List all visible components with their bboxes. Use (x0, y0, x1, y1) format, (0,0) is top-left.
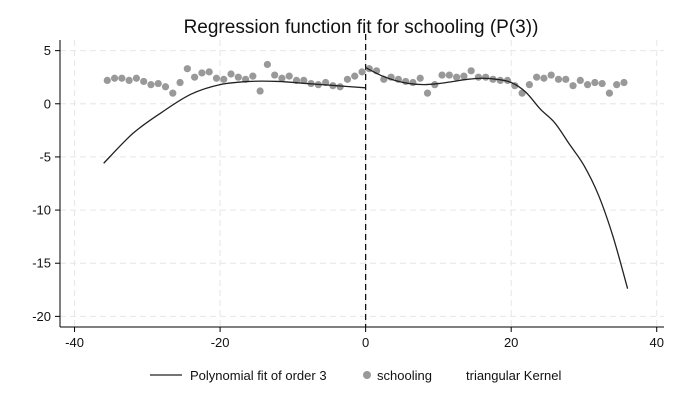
schooling-point (176, 78, 184, 87)
schooling-point (103, 76, 111, 84)
schooling-point (453, 73, 461, 81)
y-tick-label: 0 (44, 96, 51, 111)
schooling-point (300, 76, 308, 84)
schooling-point (605, 89, 614, 97)
schooling-point (562, 75, 570, 83)
polynomial-fit-line (365, 67, 629, 289)
schooling-point (525, 81, 533, 89)
legend-marker-symbol (363, 371, 371, 379)
legend-label-triangular-kernel: triangular Kernel (466, 368, 561, 383)
schooling-point (285, 72, 293, 80)
schooling-point (278, 74, 286, 82)
grid-lines (60, 40, 664, 327)
schooling-point (518, 89, 526, 97)
schooling-point (351, 72, 359, 80)
y-tick-label: -10 (32, 203, 51, 218)
x-tick-label: 20 (504, 335, 518, 350)
schooling-point (569, 82, 577, 90)
schooling-point (438, 71, 446, 79)
schooling-point (132, 74, 141, 82)
schooling-point (460, 72, 468, 80)
schooling-point (482, 73, 490, 81)
schooling-point (474, 73, 483, 81)
schooling-point (161, 83, 170, 91)
schooling-point (416, 74, 424, 82)
schooling-point (620, 78, 628, 87)
schooling-point (220, 75, 228, 83)
schooling-point (583, 81, 592, 89)
schooling-point (212, 74, 221, 82)
schooling-point (336, 83, 344, 91)
schooling-point (445, 71, 453, 79)
schooling-point (271, 71, 279, 79)
schooling-point (198, 69, 206, 77)
polynomial-fit-line (103, 80, 366, 164)
legend-label-schooling: schooling (377, 368, 432, 383)
schooling-point (118, 74, 126, 82)
schooling-point (110, 74, 119, 82)
y-tick-label: -5 (39, 149, 51, 164)
x-tick-label: -40 (65, 335, 84, 350)
schooling-point (540, 74, 548, 82)
x-tick-label: 0 (362, 335, 369, 350)
schooling-point (423, 89, 432, 97)
schooling-point (263, 60, 271, 69)
schooling-point (234, 73, 242, 81)
schooling-point (183, 65, 191, 73)
schooling-point (358, 68, 366, 76)
y-tick-label: 5 (44, 43, 51, 58)
schooling-point (547, 71, 555, 79)
x-tick-label: 40 (649, 335, 663, 350)
series (103, 60, 629, 289)
axes: 5 0 -5 -10 -15 -20 -40 -20 0 20 40 (32, 40, 664, 350)
legend: Polynomial fit of order 3 schooling tria… (150, 368, 561, 383)
schooling-point (169, 89, 177, 97)
schooling-point (554, 75, 563, 83)
schooling-point (125, 76, 133, 84)
schooling-point (140, 77, 148, 86)
schooling-point (409, 78, 417, 87)
y-tick-label: -20 (32, 309, 51, 324)
schooling-point (467, 67, 475, 75)
schooling-point (256, 87, 264, 95)
schooling-point (576, 76, 584, 84)
schooling-point (249, 72, 257, 80)
schooling-point (533, 73, 541, 81)
schooling-point (154, 79, 162, 88)
schooling-point (431, 81, 439, 89)
x-tick-label: -20 (211, 335, 230, 350)
schooling-point (598, 79, 606, 88)
schooling-point (147, 81, 155, 89)
schooling-point (227, 70, 235, 78)
schooling-point (191, 73, 199, 81)
schooling-point (343, 75, 352, 83)
chart-title: Regression function fit for schooling (P… (184, 17, 539, 38)
schooling-point (205, 68, 213, 76)
y-tick-label: -15 (32, 256, 51, 271)
legend-label-polynomial-fit: Polynomial fit of order 3 (190, 368, 327, 383)
schooling-point (591, 78, 599, 87)
schooling-point (613, 81, 621, 89)
